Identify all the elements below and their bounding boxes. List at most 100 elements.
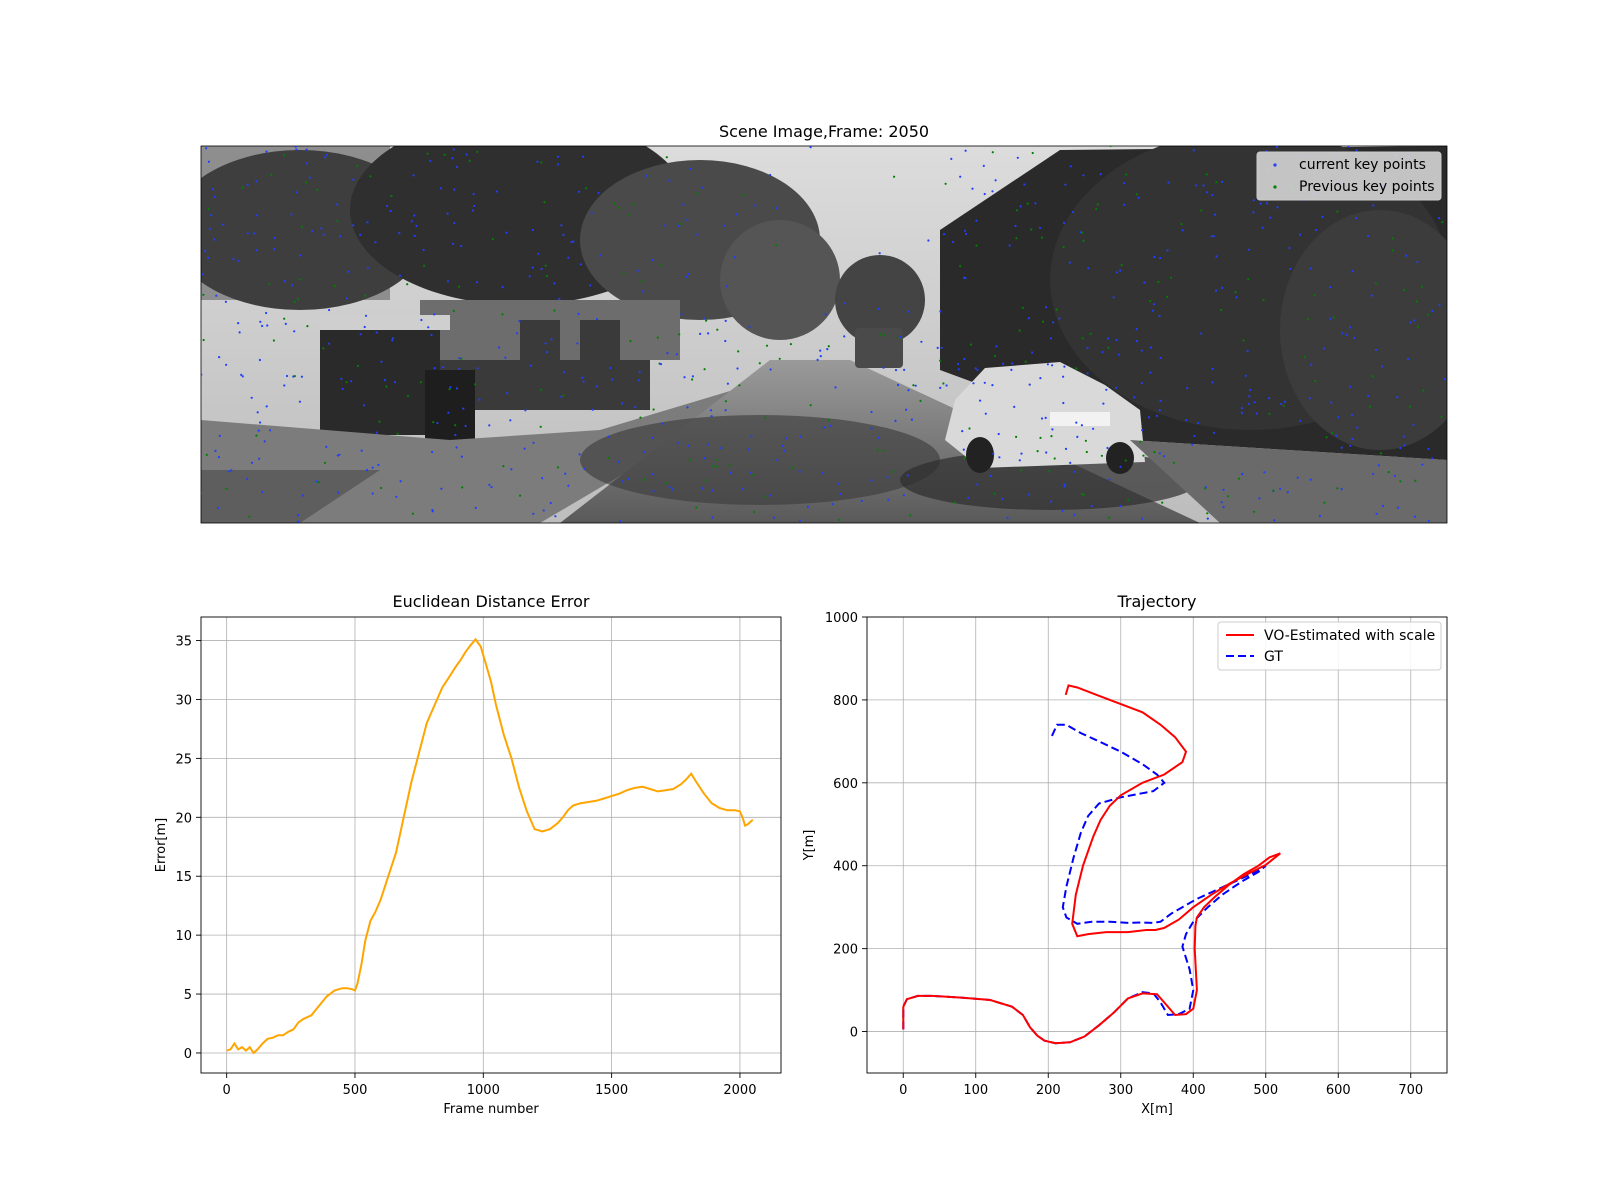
keypoint [448, 388, 451, 391]
legend-vo-label: VO-Estimated with scale [1264, 628, 1435, 644]
keypoint [769, 173, 772, 177]
keypoint [1200, 332, 1203, 335]
keypoint [556, 466, 560, 469]
keypoint [607, 435, 611, 438]
keypoint [998, 456, 1001, 459]
keypoint [1409, 321, 1412, 324]
error-axes-frame [200, 616, 782, 1074]
keypoint [1140, 382, 1143, 385]
keypoint [449, 386, 452, 389]
keypoint [398, 274, 401, 277]
keypoint [699, 332, 702, 335]
keypoint [1075, 367, 1078, 370]
keypoint [724, 339, 727, 343]
keypoint [1261, 226, 1264, 229]
keypoint [1248, 248, 1251, 251]
keypoint [816, 358, 819, 361]
keypoint [972, 382, 975, 385]
keypoint [1313, 294, 1316, 297]
keypoint [1026, 202, 1029, 205]
x-tick-label: 100 [963, 1083, 988, 1098]
error-series-line [226, 637, 754, 1055]
keypoint [1215, 181, 1218, 184]
keypoint [255, 214, 258, 217]
keypoint [1206, 512, 1209, 515]
keypoint [791, 466, 794, 469]
keypoint [824, 313, 827, 316]
keypoint [217, 456, 220, 459]
keypoint [458, 357, 461, 360]
keypoint [942, 382, 945, 385]
keypoint [704, 479, 707, 482]
keypoint [957, 368, 960, 371]
keypoint [1158, 409, 1161, 412]
keypoint [1351, 438, 1354, 441]
keypoint [257, 429, 260, 432]
y-tick-label: 0 [850, 1026, 858, 1041]
keypoint [411, 512, 414, 515]
keypoint [1396, 396, 1399, 399]
keypoint [1058, 317, 1061, 320]
keypoint [1045, 451, 1048, 454]
keypoint [819, 349, 822, 352]
keypoint [306, 325, 309, 328]
keypoint [283, 154, 286, 157]
keypoint [1107, 516, 1110, 519]
keypoint [1336, 487, 1339, 490]
keypoint [1040, 236, 1043, 239]
keypoint [1240, 411, 1243, 414]
keypoint [315, 480, 318, 483]
keypoint [1002, 362, 1005, 365]
keypoint [1135, 328, 1138, 331]
keypoint [936, 346, 939, 349]
keypoints-layer [201, 146, 1446, 523]
keypoint [882, 366, 885, 369]
keypoint [1015, 435, 1018, 438]
keypoint [268, 282, 271, 285]
keypoint [339, 235, 342, 238]
keypoint [308, 176, 311, 179]
keypoint [722, 224, 726, 227]
keypoint [1142, 454, 1145, 457]
keypoint [829, 424, 832, 427]
keypoint [1081, 337, 1084, 340]
keypoint [621, 480, 625, 483]
keypoint [617, 460, 621, 463]
keypoint [741, 487, 744, 490]
keypoint [738, 384, 741, 387]
keypoint [1133, 396, 1136, 399]
keypoint [1038, 226, 1042, 229]
keypoint [638, 371, 641, 374]
keypoint [1284, 400, 1287, 403]
keypoint [1280, 402, 1283, 406]
keypoint [462, 407, 465, 410]
keypoint [1341, 332, 1344, 335]
keypoint [222, 223, 225, 226]
keypoint [751, 473, 755, 476]
keypoint [639, 416, 642, 419]
keypoint [1080, 493, 1084, 496]
keypoint [1106, 446, 1109, 450]
keypoint [629, 340, 632, 343]
keypoint [695, 506, 698, 509]
keypoint [366, 221, 369, 224]
keypoint [305, 148, 308, 151]
keypoint [1143, 281, 1146, 284]
keypoint [410, 220, 413, 223]
keypoint [436, 421, 439, 425]
keypoint [1221, 286, 1224, 289]
keypoint [1381, 504, 1385, 508]
keypoint [240, 373, 243, 376]
keypoint [1028, 383, 1031, 386]
keypoint [1127, 498, 1130, 501]
keypoint [677, 224, 680, 227]
keypoint [971, 187, 974, 190]
keypoint [1084, 439, 1087, 442]
keypoint [285, 374, 289, 378]
keypoint [1369, 405, 1372, 408]
keypoint [201, 373, 203, 376]
keypoint [237, 259, 240, 262]
keypoint [531, 266, 534, 269]
keypoint [427, 326, 430, 329]
keypoint [983, 192, 986, 196]
